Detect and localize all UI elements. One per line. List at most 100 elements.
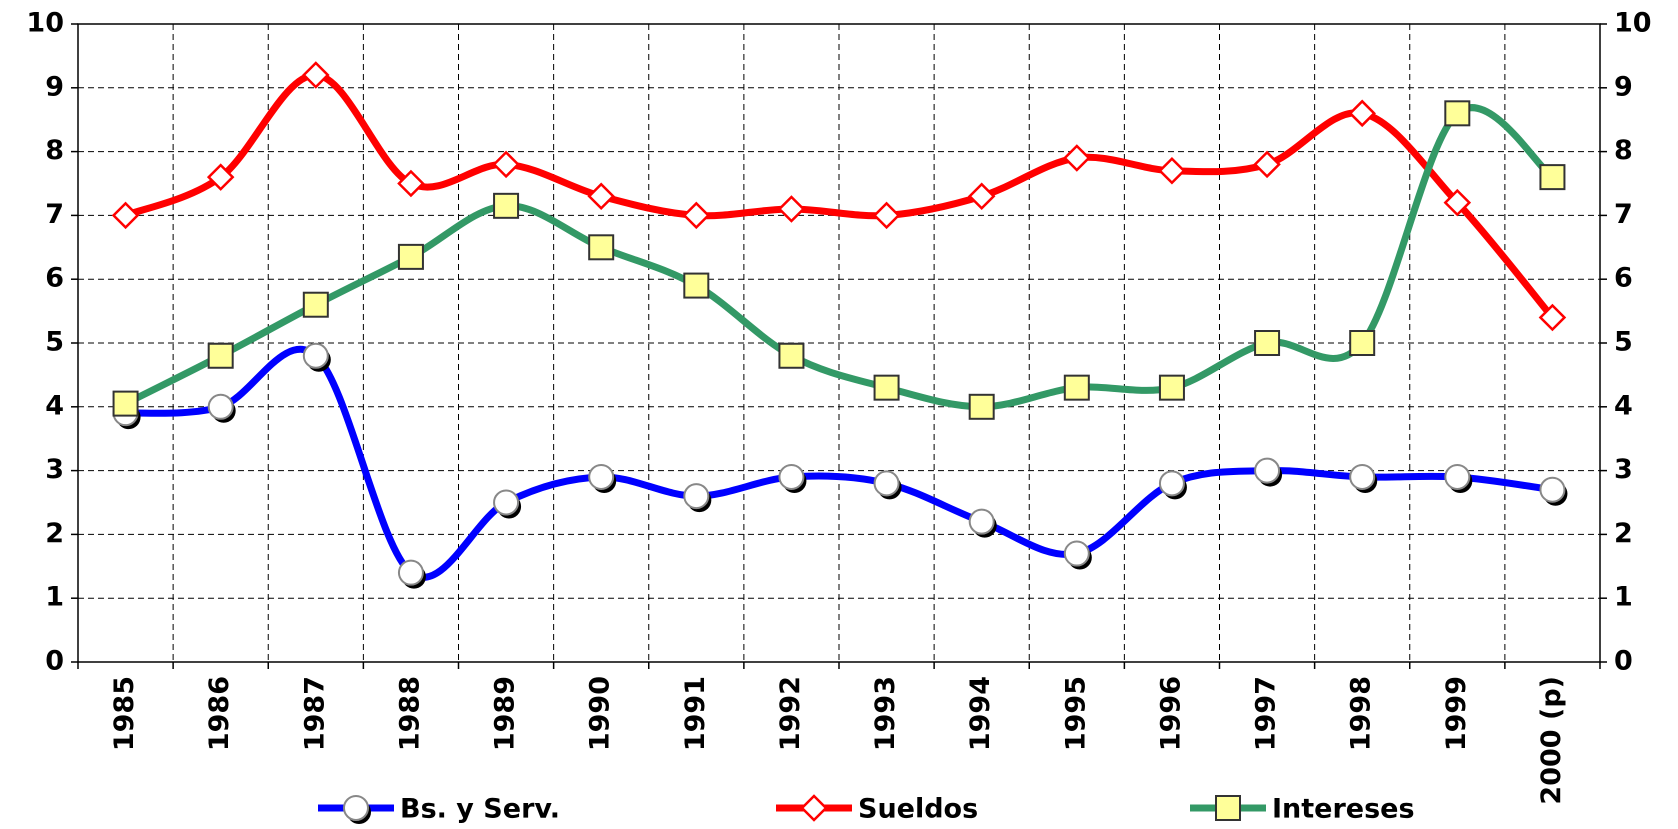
legend-item: Bs. y Serv. [318,794,560,825]
marker-diamond [872,201,901,230]
marker-dot [1539,476,1566,503]
marker-diamond [1158,156,1186,185]
marker [493,192,520,219]
marker-dot [778,463,805,490]
marker [1539,164,1566,191]
y-tick-label: 2 [45,518,64,549]
marker [873,374,900,401]
marker-dot [1349,463,1376,490]
legend-item: Sueldos [776,794,978,825]
y2-tick-label: 3 [1614,454,1633,485]
marker [302,342,331,372]
x-tick-label: 1992 [775,676,806,751]
marker [1444,463,1473,493]
marker-diamond [492,150,520,179]
y2-tick-label: 7 [1614,199,1633,230]
marker-diamond [1443,188,1472,217]
x-tick-label: 2000 (p) [1536,676,1567,805]
y-tick-label: 3 [45,454,64,485]
marker [1063,540,1092,570]
marker-dot [588,463,615,490]
marker-square [493,192,520,219]
marker-square [683,272,710,299]
y2-tick-label: 9 [1614,71,1633,102]
marker [206,163,235,191]
marker [587,182,615,211]
x-tick-label: 1988 [394,676,425,751]
marker-square [1254,330,1281,356]
marker-square [112,390,139,417]
marker [1253,150,1281,179]
marker [1158,374,1185,401]
marker-square [302,291,329,318]
marker-dot [397,559,424,586]
marker-square [968,393,995,420]
marker-diamond [1538,303,1567,332]
marker-dot [1063,540,1090,567]
marker [207,342,234,369]
marker-square [1444,100,1471,127]
marker [397,243,424,270]
marker-dot [1444,463,1471,490]
x-tick-label: 1987 [299,676,330,751]
marker-square [1539,164,1566,191]
marker [1539,476,1568,506]
y-tick-label: 5 [45,327,64,358]
x-tick-label: 1999 [1441,676,1472,751]
marker-dot [207,393,234,420]
marker-dot [302,342,329,369]
marker-dot [343,795,369,821]
legend-item: Intereses [1190,794,1415,825]
marker [302,61,330,89]
y-tick-label: 7 [45,199,64,230]
marker [1538,303,1567,332]
marker-dot [1158,470,1185,497]
x-tick-label: 1989 [490,676,521,751]
marker-dot [683,483,710,510]
y2-tick-label: 5 [1614,327,1633,358]
y-tick-label: 1 [45,582,64,613]
marker [872,201,901,230]
y2-tick-label: 4 [1614,390,1633,421]
marker-diamond [1063,144,1091,172]
y2-tick-label: 0 [1614,646,1633,677]
x-tick-label: 1993 [870,676,901,751]
marker-square [1063,374,1090,401]
legend-label: Sueldos [858,794,978,825]
marker-dot [1254,457,1281,484]
y2-tick-label: 1 [1614,582,1633,613]
marker [492,150,520,179]
marker-square [207,342,234,369]
marker [207,393,236,423]
marker [968,508,997,538]
marker [1063,144,1091,172]
marker [588,463,617,493]
x-tick-label: 1985 [109,676,140,751]
marker-dot [873,470,900,497]
marker [1158,470,1187,500]
marker [1215,795,1241,821]
y-tick-label: 0 [45,646,64,677]
marker-square [1158,374,1185,401]
marker-diamond [302,61,330,89]
legend-label: Bs. y Serv. [400,794,560,825]
marker-square [588,234,615,261]
marker [302,291,329,318]
y-tick-label: 10 [26,8,64,39]
y-tick-label: 4 [45,390,64,421]
marker [111,201,140,230]
y2-tick-label: 2 [1614,518,1633,549]
marker-diamond [587,182,615,211]
x-tick-label: 1990 [585,676,616,751]
marker [1254,330,1281,356]
marker-square [1349,330,1376,356]
marker-diamond [1348,99,1376,128]
series-line [125,345,1553,581]
marker [397,169,425,198]
x-tick-label: 1995 [1060,676,1091,751]
marker-diamond [206,163,235,191]
marker-diamond [397,169,425,198]
marker-dot [493,489,520,516]
y2-tick-label: 6 [1614,263,1633,294]
y-tick-label: 8 [45,135,64,166]
